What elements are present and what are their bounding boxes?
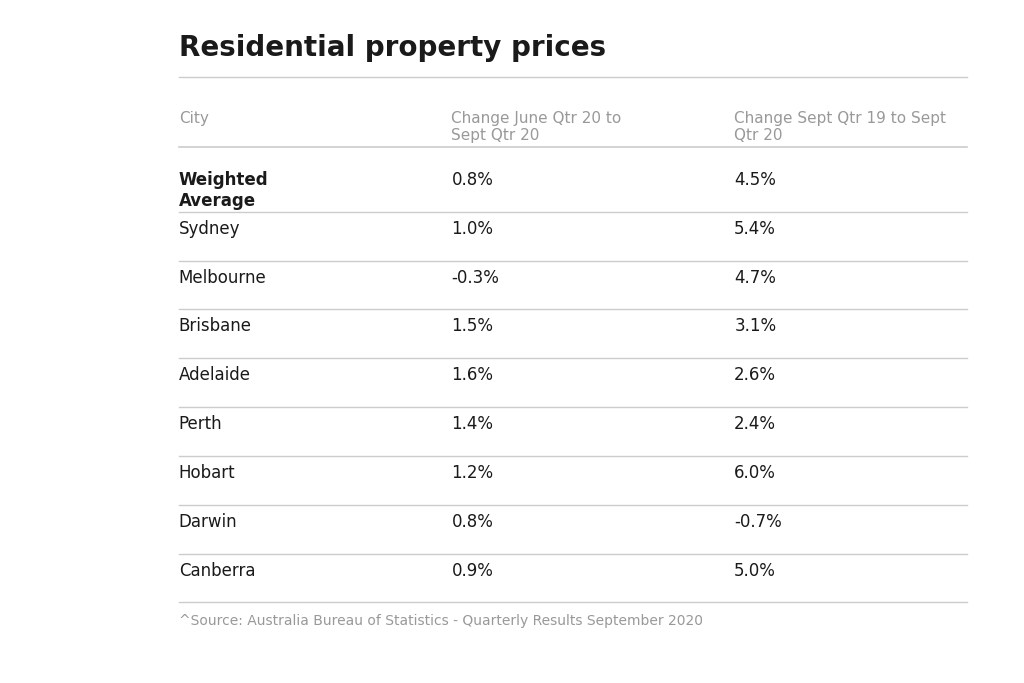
Text: 1.4%: 1.4% [452, 415, 494, 433]
Text: Weighted
Average: Weighted Average [178, 171, 268, 210]
Text: Change Sept Qtr 19 to Sept
Qtr 20: Change Sept Qtr 19 to Sept Qtr 20 [734, 111, 946, 143]
Text: 0.9%: 0.9% [452, 561, 494, 580]
Text: Melbourne: Melbourne [178, 268, 266, 287]
Text: Residential property prices: Residential property prices [178, 33, 606, 61]
Text: 1.2%: 1.2% [452, 464, 494, 482]
Text: Hobart: Hobart [178, 464, 236, 482]
Text: Perth: Perth [178, 415, 222, 433]
Text: 1.5%: 1.5% [452, 318, 494, 335]
Text: 0.8%: 0.8% [452, 513, 494, 531]
Text: 2.6%: 2.6% [734, 366, 776, 385]
Text: -0.7%: -0.7% [734, 513, 782, 531]
Text: 1.6%: 1.6% [452, 366, 494, 385]
Text: 2.4%: 2.4% [734, 415, 776, 433]
Text: 3.1%: 3.1% [734, 318, 776, 335]
Text: Darwin: Darwin [178, 513, 238, 531]
Text: 4.5%: 4.5% [734, 171, 776, 189]
Text: Adelaide: Adelaide [178, 366, 251, 385]
Text: Brisbane: Brisbane [178, 318, 252, 335]
Text: -0.3%: -0.3% [452, 268, 500, 287]
Text: 5.4%: 5.4% [734, 220, 776, 238]
Text: Change June Qtr 20 to
Sept Qtr 20: Change June Qtr 20 to Sept Qtr 20 [452, 111, 622, 143]
Text: Canberra: Canberra [178, 561, 255, 580]
Text: 6.0%: 6.0% [734, 464, 776, 482]
Text: 1.0%: 1.0% [452, 220, 494, 238]
Text: 5.0%: 5.0% [734, 561, 776, 580]
Text: 0.8%: 0.8% [452, 171, 494, 189]
Text: City: City [178, 111, 209, 126]
Text: Sydney: Sydney [178, 220, 241, 238]
Text: ^Source: Australia Bureau of Statistics - Quarterly Results September 2020: ^Source: Australia Bureau of Statistics … [178, 614, 702, 628]
Text: 4.7%: 4.7% [734, 268, 776, 287]
